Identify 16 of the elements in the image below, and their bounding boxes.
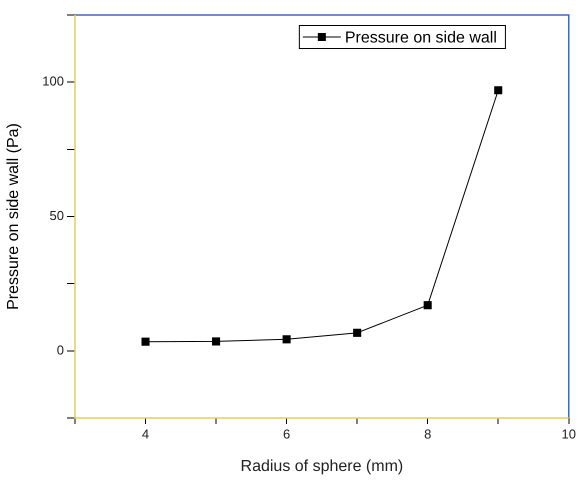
point — [424, 301, 432, 310]
y-tick-label: 0 — [56, 342, 64, 358]
x-tick-label: 8 — [424, 426, 432, 442]
y-axis-title: Pressure on side wall (Pa) — [5, 123, 22, 310]
point — [142, 338, 150, 346]
y-tick-label: 50 — [50, 208, 64, 224]
x-tick-label: 10 — [562, 426, 576, 442]
legend-label: Pressure on side wall — [344, 29, 497, 46]
x-tick-label: 6 — [283, 426, 290, 442]
x-axis-title: Radius of sphere (mm) — [240, 458, 404, 475]
point — [494, 86, 502, 94]
x-tick-label: 4 — [142, 426, 150, 442]
point — [212, 337, 220, 346]
y-tick-label: 100 — [42, 74, 64, 89]
point — [282, 335, 291, 344]
point — [353, 328, 362, 337]
